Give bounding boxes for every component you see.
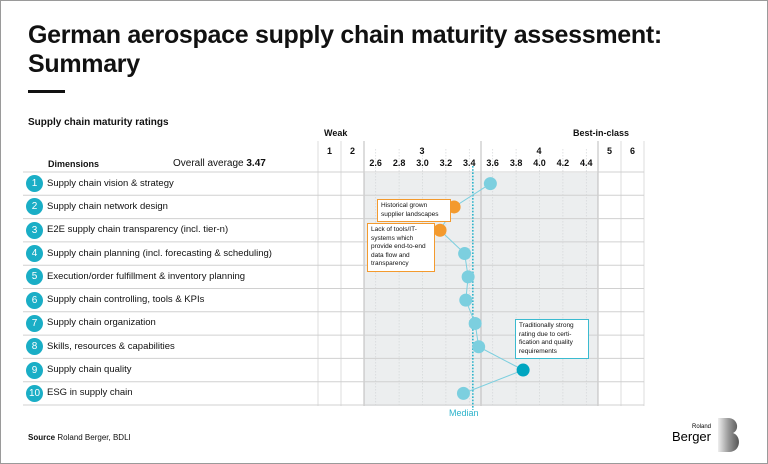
data-point-7 [468, 316, 482, 330]
roland-berger-logo: Roland Berger [663, 414, 743, 459]
row-number-badge: 4 [26, 245, 43, 263]
data-point-3 [433, 223, 447, 237]
data-point-8 [472, 340, 486, 354]
data-point-4 [458, 247, 472, 261]
overall-average: Overall average 3.47 [173, 158, 266, 169]
major-tick-label: 6 [629, 146, 635, 156]
row-number-badge: 8 [26, 338, 43, 356]
minor-tick-label: 3.0 [416, 158, 429, 168]
annotation-2: Lack of tools/IT-systems which provide e… [367, 223, 435, 272]
dimension-label: Supply chain organization [47, 317, 156, 329]
scale-best-label: Best-in-class [573, 128, 630, 138]
row-number-badge: 1 [26, 175, 43, 193]
dimension-label: Skills, resources & capabilities [47, 340, 175, 352]
dimension-label: Supply chain vision & strategy [47, 177, 174, 189]
data-point-1 [483, 177, 497, 191]
chart-subtitle: Supply chain maturity ratings [28, 117, 169, 128]
svg-text:Roland: Roland [692, 424, 711, 430]
svg-text:Berger: Berger [672, 429, 712, 444]
major-tick-label: 2 [349, 146, 355, 156]
row-number-badge: 10 [26, 384, 43, 402]
dimension-label: E2E supply chain transparency (incl. tie… [47, 224, 229, 236]
source-label: Source [28, 433, 56, 442]
major-tick-label: 4 [536, 146, 542, 156]
minor-tick-label: 3.4 [463, 158, 476, 168]
dimension-label: Supply chain network design [47, 200, 168, 212]
row-number-badge: 3 [26, 221, 43, 239]
source-note: Source Roland Berger, BDLI [28, 433, 131, 442]
data-point-6 [459, 293, 473, 307]
dimension-label: Execution/order fulfillment & inventory … [47, 270, 246, 282]
dimension-label: ESG in supply chain [47, 387, 133, 399]
dimension-label: Supply chain quality [47, 364, 132, 376]
dimension-label: Supply chain controlling, tools & KPIs [47, 294, 205, 306]
overall-average-value: 3.47 [246, 158, 266, 169]
minor-tick-label: 2.6 [369, 158, 382, 168]
row-number-badge: 9 [26, 361, 43, 379]
minor-tick-label: 3.8 [509, 158, 523, 168]
minor-tick-label: 4.0 [533, 158, 546, 168]
minor-tick-label: 4.4 [580, 158, 593, 168]
row-number-badge: 7 [26, 314, 43, 332]
median-label: Median [449, 408, 479, 418]
annotation-1: Historical grown supplier landscapes [377, 199, 451, 222]
overall-average-label: Overall average [173, 158, 244, 169]
data-point-10 [456, 386, 470, 400]
dimension-label: Supply chain planning (incl. forecasting… [47, 247, 272, 259]
source-text: Roland Berger, BDLI [57, 433, 131, 442]
scale-weak-label: Weak [324, 128, 348, 138]
title-underline [28, 90, 65, 93]
minor-tick-label: 4.2 [556, 158, 570, 168]
row-number-badge: 5 [26, 268, 43, 286]
major-tick-label: 1 [326, 146, 332, 156]
data-point-5 [461, 270, 475, 284]
minor-tick-label: 2.8 [392, 158, 406, 168]
minor-tick-label: 3.2 [439, 158, 453, 168]
row-number-badge: 6 [26, 291, 43, 309]
annotation-3: Traditionally strong rating due to certi… [515, 319, 589, 359]
dimensions-header: Dimensions [48, 159, 100, 169]
major-tick-label: 5 [606, 146, 612, 156]
row-number-badge: 2 [26, 198, 43, 216]
major-tick-label: 3 [419, 146, 425, 156]
page-title: German aerospace supply chain maturity a… [28, 21, 662, 78]
minor-tick-label: 3.6 [486, 158, 499, 168]
data-point-9 [516, 363, 530, 377]
